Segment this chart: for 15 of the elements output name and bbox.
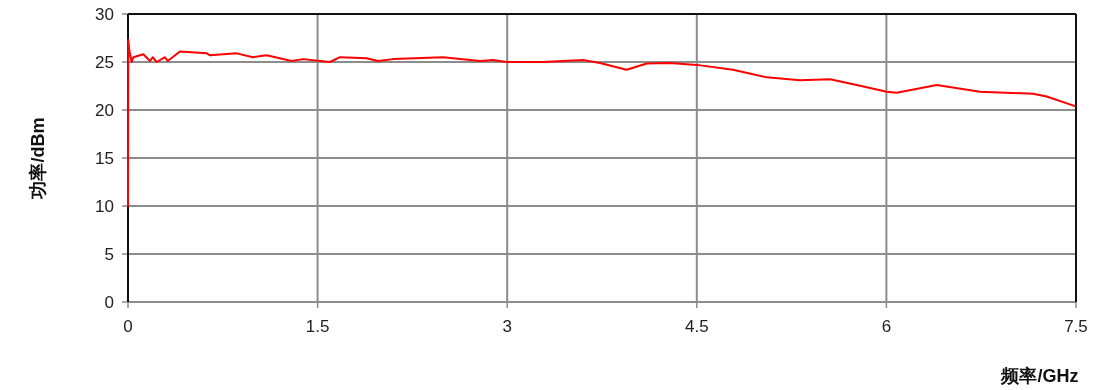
x-tick-label: 4.5 [684,317,709,336]
x-tick-label: 3 [502,317,512,336]
x-tick-label: 6 [881,317,892,336]
y-tick-label: 0 [104,293,114,312]
y-tick-label: 25 [95,53,114,72]
y-tick-label: 30 [95,5,114,24]
y-tick-label: 15 [95,149,114,168]
y-tick-label: 10 [95,197,114,216]
x-tick-label: 0 [123,317,133,336]
y-axis-title: 功率/dBm [28,117,48,200]
x-axis-title: 频率/GHz [1000,366,1079,386]
x-tick-label: 7.5 [1064,317,1088,336]
y-tick-label: 20 [95,101,114,120]
x-tick-label: 1.5 [305,317,330,336]
y-tick-label: 5 [104,245,114,264]
